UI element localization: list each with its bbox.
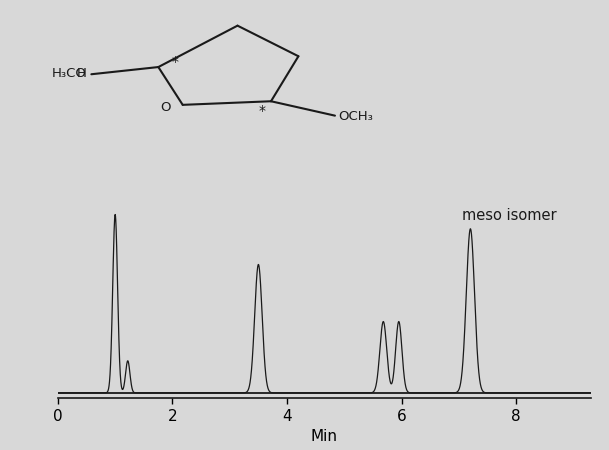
Text: O: O [161, 101, 171, 114]
Text: meso isomer: meso isomer [462, 207, 557, 223]
Text: *: * [172, 54, 178, 69]
Text: OCH₃: OCH₃ [338, 110, 373, 123]
Text: H: H [77, 67, 86, 80]
X-axis label: Min: Min [311, 429, 338, 444]
Text: H₃CO: H₃CO [52, 67, 86, 80]
Text: *: * [258, 104, 266, 118]
